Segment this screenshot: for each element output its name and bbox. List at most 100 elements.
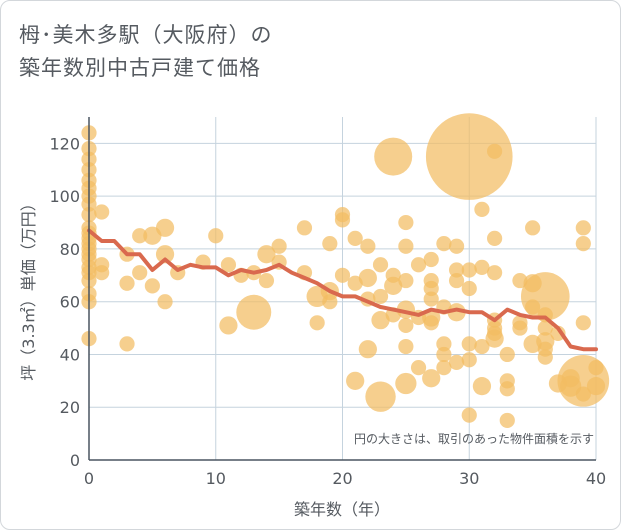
chart-title-line1: 栂･美木多駅（大阪府）の — [19, 23, 273, 47]
y-tick-label: 80 — [60, 240, 80, 259]
data-point — [472, 377, 492, 396]
data-point — [371, 311, 390, 330]
data-point — [461, 262, 477, 278]
y-tick-label: 0 — [70, 451, 80, 470]
data-point — [537, 349, 553, 365]
data-point — [398, 214, 414, 231]
data-point — [119, 336, 135, 352]
data-point — [499, 381, 515, 397]
chart-title: 栂･美木多駅（大阪府）の 築年数別中古戸建て価格 — [19, 19, 273, 85]
y-tick-label: 60 — [60, 293, 80, 312]
x-tick-label: 0 — [84, 469, 94, 488]
data-point — [448, 238, 465, 254]
data-point — [487, 265, 503, 281]
data-point — [575, 386, 591, 402]
data-point — [236, 294, 272, 330]
data-point — [208, 228, 224, 244]
data-point — [410, 257, 427, 273]
data-point — [423, 291, 439, 307]
data-point — [220, 257, 237, 273]
data-point — [461, 407, 477, 423]
data-point — [423, 280, 439, 297]
data-point — [398, 338, 414, 355]
data-point — [499, 346, 515, 363]
data-point — [296, 220, 313, 236]
y-tick-label: 20 — [60, 398, 80, 417]
data-point — [487, 230, 503, 246]
data-point — [358, 340, 377, 359]
data-point — [436, 236, 452, 252]
data-point — [575, 220, 591, 236]
data-point — [346, 371, 365, 390]
data-point — [219, 316, 238, 335]
data-point — [425, 113, 513, 200]
data-point — [575, 315, 591, 331]
data-point — [588, 360, 604, 376]
data-point — [94, 265, 110, 281]
data-point — [537, 320, 553, 336]
data-point — [94, 204, 110, 220]
data-point — [398, 238, 414, 254]
data-point — [512, 320, 528, 336]
data-point — [360, 238, 376, 254]
data-point — [358, 268, 377, 288]
data-point — [474, 338, 490, 355]
data-point — [119, 275, 135, 291]
data-point — [436, 360, 452, 376]
data-point — [271, 238, 287, 254]
data-point — [365, 381, 396, 412]
data-point — [423, 251, 439, 268]
data-point — [334, 267, 351, 283]
y-tick-label: 100 — [49, 187, 80, 206]
y-tick-label: 40 — [60, 345, 80, 364]
trend-line — [87, 228, 598, 352]
x-axis-title: 築年数（年） — [294, 500, 390, 519]
data-point — [461, 352, 477, 368]
data-point — [372, 288, 389, 305]
data-point — [448, 272, 465, 289]
data-point — [436, 336, 452, 352]
grid-lines — [88, 117, 597, 461]
x-tick-label: 20 — [332, 469, 352, 488]
data-points — [81, 113, 610, 429]
data-point — [423, 315, 439, 331]
data-point — [474, 259, 490, 275]
data-point — [132, 265, 148, 281]
y-tick-label: 120 — [49, 134, 80, 153]
x-tick-label: 40 — [586, 469, 606, 488]
data-point — [474, 201, 490, 217]
data-point — [461, 336, 477, 352]
data-point — [436, 346, 452, 363]
data-point — [422, 369, 441, 388]
data-point — [132, 228, 148, 244]
data-point — [550, 325, 566, 341]
data-point — [447, 303, 466, 322]
data-point — [398, 272, 414, 289]
data-point — [384, 276, 403, 295]
data-point — [322, 236, 338, 252]
data-point — [334, 212, 351, 228]
data-point — [258, 272, 275, 289]
data-point — [485, 329, 504, 348]
data-point — [374, 137, 413, 176]
data-point — [155, 218, 175, 237]
data-point — [157, 294, 173, 310]
data-point — [520, 272, 570, 321]
data-point — [575, 236, 591, 252]
trend-line-group — [87, 228, 598, 352]
axes: 0 20 40 60 80 100 120 0 10 20 30 40 — [49, 117, 606, 488]
data-point — [309, 315, 325, 331]
data-point — [586, 377, 606, 396]
data-point — [461, 280, 477, 297]
data-point — [395, 372, 417, 395]
data-point — [372, 257, 389, 273]
data-point — [322, 294, 338, 310]
data-point — [525, 220, 541, 236]
data-point — [410, 360, 427, 376]
data-point — [448, 354, 465, 370]
data-point — [144, 278, 160, 294]
data-point — [499, 412, 515, 429]
data-point — [398, 317, 414, 334]
data-point — [347, 230, 363, 246]
